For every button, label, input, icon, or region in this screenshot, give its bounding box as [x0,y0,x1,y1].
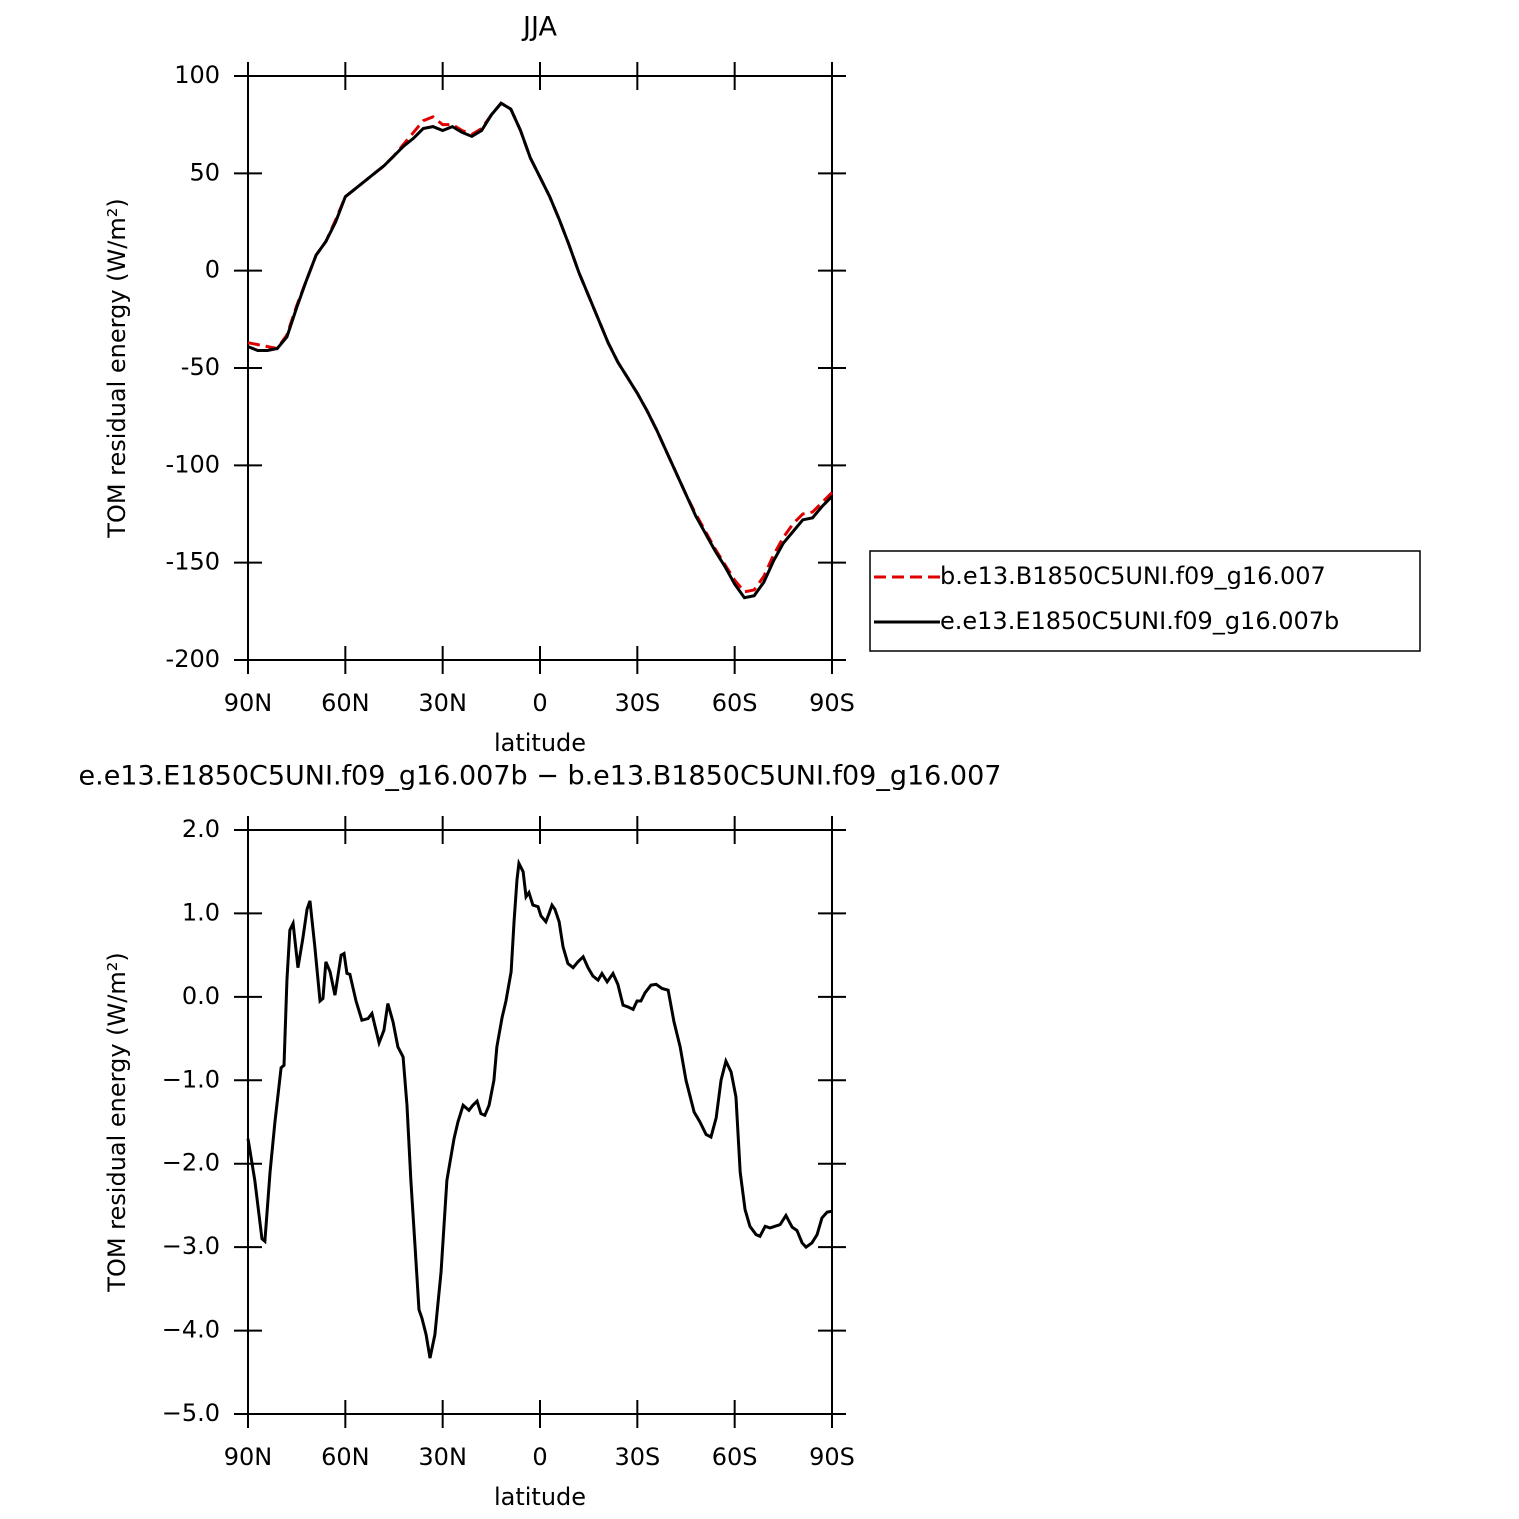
x-tick-label: 60S [712,1443,758,1471]
y-tick-label: -150 [166,548,220,576]
x-tick-label: 90N [224,689,273,717]
legend-label: b.e13.B1850C5UNI.f09_g16.007 [940,562,1326,590]
y-axis-label: TOM residual energy (W/m²) [103,198,131,538]
y-tick-label: −3.0 [162,1232,220,1260]
x-tick-label: 0 [532,1443,547,1471]
series-line [246,858,833,1359]
x-tick-label: 0 [532,689,547,717]
x-tick-label: 90S [809,689,855,717]
series-line [247,101,834,600]
y-tick-label: 0 [205,256,220,284]
y-tick-label: −4.0 [162,1316,220,1344]
plot-frame [247,75,833,661]
y-tick-label: −5.0 [162,1399,220,1427]
x-tick-label: 60N [321,1443,370,1471]
y-tick-label: 100 [174,61,220,89]
legend-box [869,550,1421,652]
chart-title: e.e13.E1850C5UNI.f09_g16.007b − b.e13.B1… [79,761,1002,792]
y-tick-label: -200 [166,645,220,673]
x-tick-label: 30S [614,689,660,717]
x-axis-label: latitude [494,729,586,757]
x-tick-label: 60S [712,689,758,717]
y-axis-label: TOM residual energy (W/m²) [103,952,131,1292]
x-tick-label: 30N [418,689,467,717]
y-tick-label: 2.0 [182,815,220,843]
legend-label: e.e13.E1850C5UNI.f09_g16.007b [940,607,1339,635]
plot-frame [247,829,833,1415]
y-tick-label: −1.0 [162,1065,220,1093]
y-tick-label: -50 [181,353,220,381]
x-tick-label: 30N [418,1443,467,1471]
x-tick-label: 90N [224,1443,273,1471]
x-tick-label: 30S [614,1443,660,1471]
x-tick-label: 60N [321,689,370,717]
chart-title: JJA [521,12,557,43]
x-axis-label: latitude [494,1483,586,1511]
y-tick-label: -100 [166,450,220,478]
x-tick-label: 90S [809,1443,855,1471]
y-tick-label: 50 [189,158,220,186]
y-tick-label: −2.0 [162,1149,220,1177]
y-tick-label: 1.0 [182,898,220,926]
y-tick-label: 0.0 [182,982,220,1010]
